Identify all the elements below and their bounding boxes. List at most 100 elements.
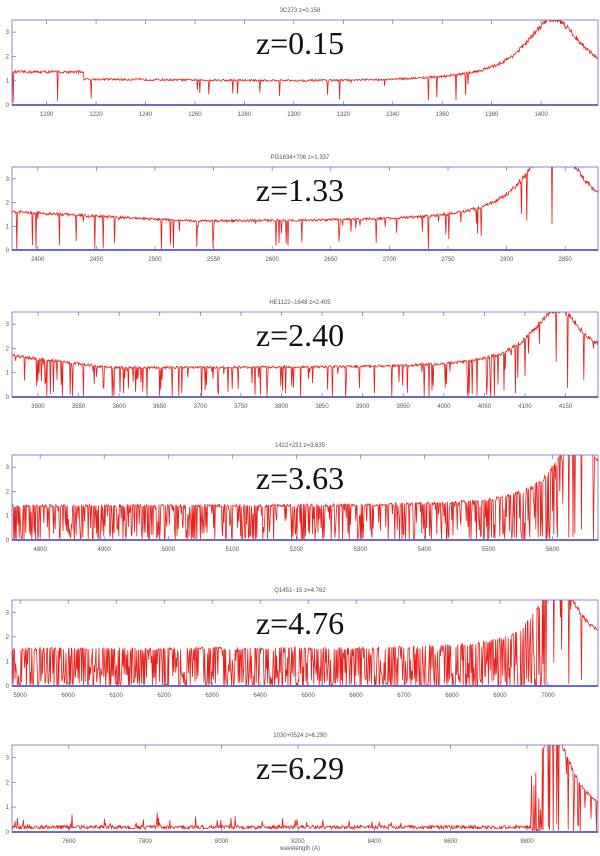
x-tick-label: 3900 — [356, 404, 370, 410]
x-tick-label: 4800 — [33, 547, 47, 553]
x-tick-label: 4150 — [559, 404, 573, 410]
y-tick-label: 1 — [6, 659, 10, 665]
y-tick-label: 3 — [6, 755, 10, 761]
spectrum-panel-6: 1030+0524 z=6.290 7600 7800 8000 8200 8400 860… — [6, 733, 599, 845]
x-tick-label: 6700 — [397, 693, 411, 699]
y-tick-label: 3 — [6, 465, 10, 471]
x-tick-label: 2800 — [500, 257, 514, 263]
spectrum-line — [12, 745, 598, 832]
y-tick-label: 0 — [6, 538, 10, 544]
x-tick-label: 5300 — [354, 547, 368, 553]
redshift-annotation: z=1.33 — [256, 172, 344, 208]
x-tick-label: 1260 — [188, 112, 202, 118]
redshift-annotation: z=4.76 — [256, 605, 344, 641]
y-tick-label: 3 — [6, 177, 10, 183]
y-tick-label: 1 — [6, 371, 10, 377]
spectrum-line — [12, 600, 598, 686]
x-tick-label: 6600 — [349, 693, 363, 699]
spectrum-line — [12, 20, 598, 103]
panel-title: 1030+0524 z=6.290 — [273, 733, 327, 739]
x-tick-label: 7600 — [62, 839, 76, 845]
x-axis-label: wavelength (A) — [279, 846, 320, 852]
spectrum-panel-2: PG1634+706 z=1.337 2400 2450 2500 2550 2600 26… — [6, 155, 599, 263]
panel-title: 3C273 z=0.158 — [280, 8, 322, 14]
spectrum-line — [12, 312, 598, 397]
spectrum-panel-4: 1422+231 z=3.635 4800 4900 5000 5100 5200 5300… — [6, 443, 599, 553]
x-tick-label: 2550 — [207, 257, 221, 263]
redshift-annotation: z=6.29 — [256, 750, 344, 786]
y-tick-label: 2 — [6, 780, 10, 786]
y-tick-label: 0 — [6, 103, 10, 109]
x-tick-label: 7800 — [139, 839, 153, 845]
y-tick-label: 2 — [6, 54, 10, 60]
x-tick-label: 1220 — [89, 112, 103, 118]
x-tick-label: 6400 — [253, 693, 267, 699]
x-tick-label: 1240 — [139, 112, 153, 118]
panel-title: PG1634+706 z=1.337 — [271, 155, 330, 161]
panel-title: Q1451−15 z=4.762 — [274, 588, 326, 594]
x-tick-label: 6000 — [61, 693, 75, 699]
y-tick-label: 2 — [6, 489, 10, 495]
spectrum-panel-3: HE1122−1648 z=2.405 3500 3550 3600 3650 3700 3… — [6, 300, 599, 410]
x-tick-label: 3600 — [112, 404, 126, 410]
x-tick-label: 4050 — [478, 404, 492, 410]
x-tick-label: 5100 — [226, 547, 240, 553]
y-tick-label: 1 — [6, 514, 10, 520]
x-tick-label: 5500 — [482, 547, 496, 553]
x-tick-label: 1200 — [40, 112, 54, 118]
x-tick-label: 4900 — [98, 547, 112, 553]
x-tick-label: 2500 — [148, 257, 162, 263]
y-tick-label: 0 — [6, 830, 10, 836]
y-tick-label: 3 — [6, 322, 10, 328]
x-tick-label: 2450 — [90, 257, 104, 263]
x-tick-label: 1360 — [436, 112, 450, 118]
y-tick-label: 1 — [6, 224, 10, 230]
x-tick-label: 1340 — [386, 112, 400, 118]
x-tick-label: 6300 — [205, 693, 219, 699]
x-tick-label: 8600 — [444, 839, 458, 845]
x-tick-label: 2600 — [266, 257, 280, 263]
redshift-annotation: z=3.63 — [256, 460, 344, 496]
x-tick-label: 1320 — [337, 112, 351, 118]
y-tick-label: 0 — [6, 684, 10, 690]
x-tick-label: 5900 — [13, 693, 27, 699]
x-tick-label: 5000 — [162, 547, 176, 553]
x-tick-label: 2700 — [383, 257, 397, 263]
y-tick-label: 1 — [6, 805, 10, 811]
x-tick-label: 3800 — [275, 404, 289, 410]
y-tick-label: 2 — [6, 346, 10, 352]
x-tick-label: 3650 — [153, 404, 167, 410]
spectrum-panel-5: Q1451−15 z=4.762 5900 6000 6100 6200 6300 6400… — [6, 588, 599, 699]
y-tick-label: 1 — [6, 79, 10, 85]
x-tick-label: 3550 — [72, 404, 86, 410]
panel-title: 1422+231 z=3.635 — [275, 443, 326, 449]
y-tick-label: 2 — [6, 201, 10, 207]
x-tick-label: 3850 — [315, 404, 329, 410]
y-tick-label: 0 — [6, 395, 10, 401]
x-tick-label: 2850 — [559, 257, 573, 263]
x-tick-label: 6500 — [301, 693, 315, 699]
x-tick-label: 6800 — [445, 693, 459, 699]
y-tick-label: 3 — [6, 30, 10, 36]
x-tick-label: 8400 — [368, 839, 382, 845]
y-tick-label: 3 — [6, 610, 10, 616]
x-tick-label: 5600 — [546, 547, 560, 553]
x-tick-label: 3700 — [194, 404, 208, 410]
panel-title: HE1122−1648 z=2.405 — [269, 300, 331, 306]
x-tick-label: 6200 — [157, 693, 171, 699]
y-tick-label: 2 — [6, 635, 10, 641]
x-tick-label: 3750 — [234, 404, 248, 410]
x-tick-label: 1300 — [287, 112, 301, 118]
x-tick-label: 3950 — [397, 404, 411, 410]
redshift-annotation: z=2.40 — [256, 317, 344, 353]
x-tick-label: 2650 — [324, 257, 338, 263]
x-tick-label: 1380 — [485, 112, 499, 118]
x-tick-label: 2750 — [441, 257, 455, 263]
x-tick-label: 6100 — [109, 693, 123, 699]
x-tick-label: 7000 — [541, 693, 555, 699]
spectrum-line — [12, 455, 598, 540]
x-tick-label: 8200 — [291, 839, 305, 845]
redshift-annotation: z=0.15 — [256, 25, 344, 61]
